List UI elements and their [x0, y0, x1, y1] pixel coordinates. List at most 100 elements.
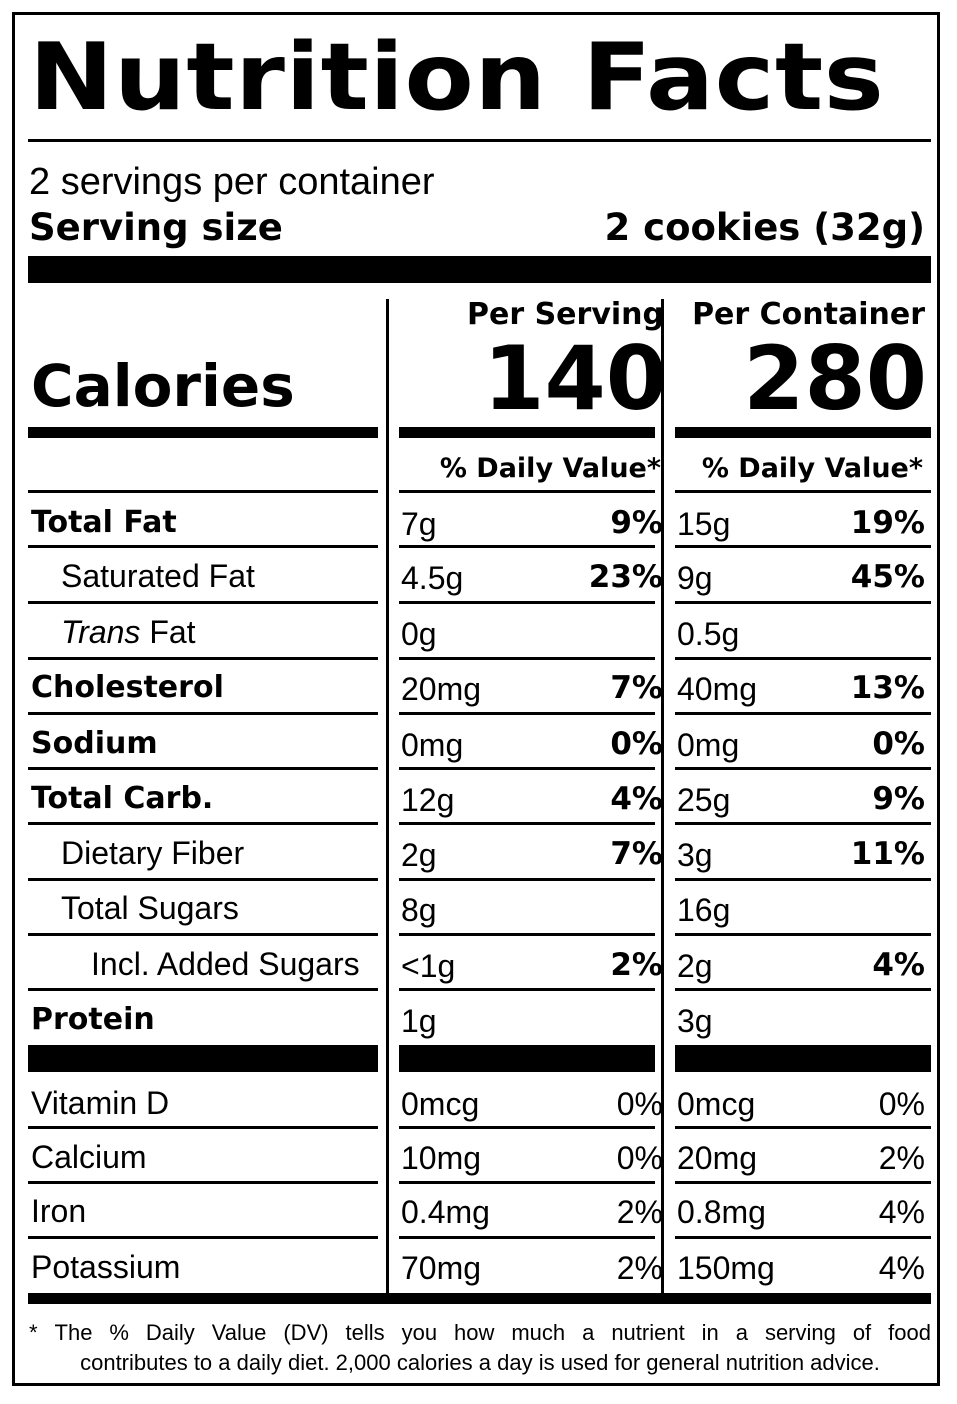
iron-container-dv: 4%	[878, 1194, 925, 1230]
vitamin-d-serving-amount: 0mcg	[401, 1086, 480, 1122]
column-divider-right	[661, 299, 664, 1302]
vitamin-name-calcium: Calcium	[31, 1139, 147, 1175]
footnote-word: (DV)	[283, 1320, 329, 1345]
footnote-word: nutrient	[611, 1320, 685, 1345]
sodium-rule-mid	[399, 767, 655, 770]
per-container-heading: Per Container	[692, 297, 925, 332]
iron-rule-mid	[399, 1236, 655, 1239]
total-fat-container-dv: 19%	[850, 505, 925, 541]
calories-bar-right	[675, 427, 931, 438]
vitamin-name-vitamin-d: Vitamin D	[31, 1085, 170, 1121]
footnote-word: you	[401, 1320, 438, 1345]
incl-added-sugars-serving-amount: <1g	[401, 948, 456, 984]
total-sugars-rule-mid	[399, 933, 655, 936]
iron-serving-amount: 0.4mg	[401, 1194, 490, 1230]
trans-fat-serving-amount: 0g	[401, 616, 437, 652]
total-carb-rule-left	[28, 822, 378, 825]
footnote: * The% Daily Value (DV) tells you how much a nutri…	[29, 1318, 931, 1378]
sodium-container-amount: 0mg	[677, 727, 740, 763]
dv-heading-rule-left	[28, 490, 378, 493]
vitamin-bar-left	[28, 1045, 378, 1072]
total-fat-rule-right	[675, 545, 931, 548]
dietary-fiber-serving-dv: 7%	[610, 836, 663, 872]
calories-bar-mid	[399, 427, 655, 438]
vitamin-d-serving-dv: 0%	[616, 1086, 663, 1122]
label-title: Nutrition Facts	[29, 23, 885, 131]
calories-bar-left	[28, 427, 378, 438]
cholesterol-container-amount: 40mg	[677, 671, 758, 707]
vitamin-d-rule-right	[675, 1126, 931, 1129]
potassium-container-amount: 150mg	[677, 1250, 775, 1286]
incl-added-sugars-rule-left	[28, 988, 378, 991]
cholesterol-rule-left	[28, 712, 378, 715]
footnote-word: tells	[345, 1320, 385, 1345]
saturated-fat-serving-dv: 23%	[588, 559, 663, 595]
incl-added-sugars-container-dv: 4%	[872, 947, 925, 983]
dv-heading-rule-right	[675, 490, 931, 493]
footnote-word: a	[582, 1320, 595, 1345]
total-sugars-rule-right	[675, 933, 931, 936]
iron-rule-left	[28, 1236, 378, 1239]
footnote-word: The	[54, 1320, 93, 1345]
total-fat-container-amount: 15g	[677, 506, 731, 542]
saturated-fat-serving-amount: 4.5g	[401, 560, 464, 596]
sodium-rule-left	[28, 767, 378, 770]
total-carb-serving-amount: 12g	[401, 782, 455, 818]
trans-fat-rule-mid	[399, 657, 655, 660]
sodium-container-dv: 0%	[872, 726, 925, 762]
serving-size-value: 2 cookies (32g)	[604, 206, 925, 249]
calcium-rule-mid	[399, 1181, 655, 1184]
nutrient-name-cholesterol: Cholesterol	[31, 670, 224, 705]
total-carb-rule-mid	[399, 822, 655, 825]
vitamin-name-iron: Iron	[31, 1193, 87, 1229]
iron-rule-right	[675, 1236, 931, 1239]
footnote-word: how	[454, 1320, 495, 1345]
nutrition-label: Nutrition Facts 2 servings per container…	[12, 12, 940, 1386]
cholesterol-serving-dv: 7%	[610, 670, 663, 706]
total-fat-rule-left	[28, 545, 378, 548]
total-carb-serving-dv: 4%	[610, 781, 663, 817]
total-carb-rule-right	[675, 822, 931, 825]
calcium-serving-amount: 10mg	[401, 1140, 482, 1176]
vitamin-d-container-dv: 0%	[878, 1086, 925, 1122]
saturated-fat-rule-left	[28, 601, 378, 604]
saturated-fat-container-amount: 9g	[677, 560, 713, 596]
servings-per-container: 2 servings per container	[29, 161, 435, 203]
sodium-rule-right	[675, 767, 931, 770]
incl-added-sugars-serving-dv: 2%	[610, 947, 663, 983]
fat-label: Fat	[140, 614, 196, 650]
trans-fat-container-amount: 0.5g	[677, 616, 740, 652]
footnote-word: serving	[764, 1320, 836, 1345]
cholesterol-rule-mid	[399, 712, 655, 715]
total-sugars-rule-left	[28, 933, 378, 936]
total-fat-serving-amount: 7g	[401, 506, 437, 542]
saturated-fat-container-dv: 45%	[850, 559, 925, 595]
incl-added-sugars-rule-right	[675, 988, 931, 991]
cholesterol-container-dv: 13%	[850, 670, 925, 706]
calories-per-container: 280	[743, 327, 927, 430]
vitamin-bar-right	[675, 1045, 931, 1072]
vitamin-bar-mid	[399, 1045, 655, 1072]
sodium-serving-dv: 0%	[610, 726, 663, 762]
total-sugars-serving-amount: 8g	[401, 892, 437, 928]
footnote-word: *	[29, 1320, 38, 1345]
dv-heading-serving: % Daily Value*	[439, 453, 661, 484]
footnote-word: in	[701, 1320, 719, 1345]
calcium-container-dv: 2%	[878, 1140, 925, 1176]
nutrient-name-sodium: Sodium	[31, 726, 158, 761]
trans-italic: Trans	[61, 614, 141, 650]
footnote-word: Daily	[145, 1320, 195, 1345]
cholesterol-serving-amount: 20mg	[401, 671, 482, 707]
saturated-fat-rule-mid	[399, 601, 655, 604]
iron-serving-dv: 2%	[616, 1194, 663, 1230]
footnote-line-1: * The% Daily Value (DV) tells you how much a nutri…	[29, 1318, 931, 1348]
title-divider	[28, 139, 931, 142]
calcium-rule-right	[675, 1181, 931, 1184]
calcium-container-amount: 20mg	[677, 1140, 758, 1176]
footnote-line-2: contributes to a daily diet. 2,000 calor…	[80, 1350, 880, 1375]
nutrient-name-saturated-fat: Saturated Fat	[61, 558, 255, 594]
total-fat-rule-mid	[399, 545, 655, 548]
trans-fat-rule-left	[28, 657, 378, 660]
nutrient-name-total-fat: Total Fat	[31, 505, 177, 540]
footnote-word: of	[852, 1320, 872, 1345]
